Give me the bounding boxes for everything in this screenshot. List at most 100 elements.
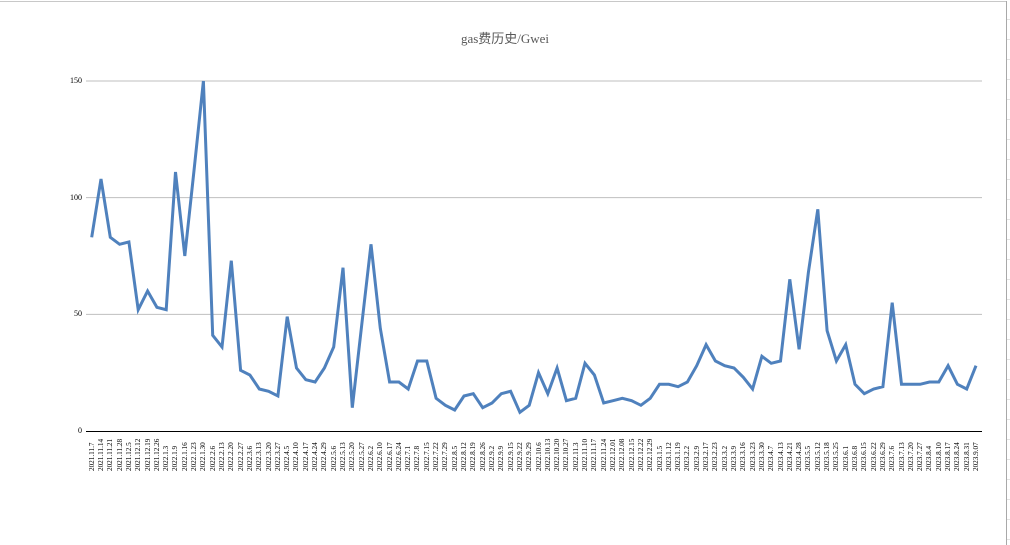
x-tick-label: 2022.11.10: [581, 438, 590, 471]
x-tick-label: 2022.9.22: [515, 442, 524, 471]
x-tick-label: 2022.5.6: [329, 445, 338, 471]
x-tick-label: 2023.7.6: [888, 445, 897, 471]
x-tick-label: 2022.5.20: [348, 442, 357, 471]
x-tick-label: 2023.6.29: [878, 442, 887, 471]
x-tick-label: 2023.2.2: [683, 445, 692, 471]
x-tick-label: 2022.11.3: [571, 442, 580, 471]
x-tick-label: 2023.7.27: [916, 442, 925, 471]
x-tick-label: 2022.7.29: [441, 442, 450, 471]
x-tick-label: 2022.1.30: [199, 442, 208, 471]
x-tick-label: 2023.5.18: [823, 442, 832, 471]
x-tick-label: 2022.11.17: [590, 438, 599, 471]
x-tick-label: 2023.3.23: [748, 442, 757, 471]
x-tick-label: 2022.1.23: [190, 442, 199, 471]
x-tick-label: 2022.3.27: [273, 442, 282, 471]
x-tick-label: 2023.7.20: [906, 442, 915, 471]
x-tick-label: 2022.9.29: [525, 442, 534, 471]
x-tick-label: 2022.3.13: [255, 442, 264, 471]
x-tick-label: 2022.6.2: [366, 445, 375, 471]
x-tick-label: 2023.8.24: [953, 442, 962, 471]
x-tick-label: 2022.8.26: [478, 442, 487, 471]
x-tick-label: 2022.3.20: [264, 442, 273, 471]
x-tick-label: 2021.12.12: [134, 438, 143, 471]
x-tick-label: 2022.12.15: [627, 438, 636, 471]
x-tick-label: 2023.8.17: [944, 442, 953, 471]
x-tick-label: 2022.6.10: [376, 442, 385, 471]
x-tick-label: 2022.10.13: [543, 438, 552, 471]
window-top-border: [0, 1, 1007, 2]
x-tick-label: 2023.6.22: [869, 442, 878, 471]
x-tick-label: 2022.3.6: [245, 445, 254, 471]
x-tick-label: 2022.1.9: [171, 445, 180, 471]
x-tick-label: 2022.2.20: [227, 442, 236, 471]
x-tick-label: 2022.11.24: [599, 438, 608, 471]
x-tick-label: 2022.1.16: [180, 442, 189, 471]
chart-title: gas费历史/Gwei: [460, 31, 550, 46]
x-tick-label: 2023.3.9: [729, 445, 738, 471]
x-tick-label: 2023.2.17: [702, 442, 711, 471]
x-tick-label: 2023.5.5: [804, 445, 813, 471]
x-tick-label: 2023.1.12: [664, 442, 673, 471]
x-tick-label: 2022.7.15: [422, 442, 431, 471]
chart-right-border: [1006, 1, 1007, 545]
x-tick-label: 2022.4.17: [301, 442, 310, 471]
x-tick-label: 2023.9.07: [972, 442, 980, 471]
x-tick-label: 2022.4.29: [320, 442, 329, 471]
x-tick-label: 2023.6.15: [860, 442, 869, 471]
x-tick-label: 2023.3.16: [739, 442, 748, 471]
x-tick-label: 2021.12.5: [124, 442, 133, 471]
x-tick-label: 2022.2.13: [218, 442, 227, 471]
x-tick-label: 2022.1.3: [162, 445, 171, 471]
x-tick-label: 2022.10.27: [562, 438, 571, 471]
x-tick-label: 2021.11.7: [87, 442, 96, 471]
x-tick-label: 2022.7.8: [413, 445, 422, 471]
x-tick-label: 2023.2.23: [711, 442, 720, 471]
x-tick-label: 2022.2.27: [236, 442, 245, 471]
x-tick-label: 2021.12.19: [143, 438, 152, 471]
x-tick-label: 2022.6.24: [394, 442, 403, 471]
x-tick-label: 2022.9.9: [497, 445, 506, 471]
x-tick-label: 2022.12.08: [618, 438, 627, 471]
y-tick-label: 50: [74, 309, 82, 319]
x-tick-label: 2021.11.21: [106, 438, 115, 471]
x-tick-label: 2023.8.31: [962, 442, 971, 471]
x-tick-label: 2022.8.5: [450, 445, 459, 471]
x-tick-label: 2022.9.2: [487, 445, 496, 471]
x-tick-label: 2022.4.5: [283, 445, 292, 471]
x-tick-label: 2021.11.28: [115, 438, 124, 471]
x-tick-label: 2023.1.19: [674, 442, 683, 471]
y-tick-label: 0: [78, 426, 82, 435]
x-tick-label: 2023.8.10: [934, 442, 943, 471]
x-tick-label: 2022.8.12: [460, 442, 469, 471]
x-tick-label: 2023.5.25: [832, 442, 841, 471]
x-tick-label: 2022.12.22: [636, 438, 645, 471]
x-tick-label: 2022.7.1: [404, 445, 413, 471]
spreadsheet-cells-edge: [1007, 0, 1010, 545]
x-tick-label: 2022.8.19: [469, 442, 478, 471]
x-tick-label: 2022.12.29: [646, 438, 655, 471]
x-tick-label: 2023.2.9: [692, 445, 701, 471]
x-tick-label: 2023.4.13: [776, 442, 785, 471]
x-tick-label: 2022.4.10: [292, 442, 301, 471]
x-tick-label: 2021.11.14: [97, 438, 105, 471]
x-tick-label: 2022.10.20: [553, 438, 562, 471]
x-tick-label: 2023.6.8: [850, 445, 859, 471]
x-tick-label: 2022.2.6: [208, 445, 217, 471]
x-tick-label: 2022.6.17: [385, 442, 394, 471]
x-tick-label: 2022.7.22: [432, 442, 441, 471]
x-tick-label: 2021.12.26: [152, 438, 161, 471]
x-tick-label: 2023.8.4: [925, 445, 934, 471]
series-line: [90, 80, 978, 415]
x-tick-label: 2022.9.15: [506, 442, 515, 471]
x-tick-label: 2022.5.27: [357, 442, 366, 471]
x-tick-label: 2023.5.12: [813, 442, 822, 471]
x-tick-label: 2023.4.28: [795, 442, 804, 471]
y-tick-label: 150: [70, 76, 82, 85]
x-tick-label: 2023.4.7: [767, 445, 776, 471]
y-tick-label: 100: [70, 192, 82, 202]
x-tick-label: 2022.4.24: [311, 442, 320, 471]
x-tick-label: 2023.7.13: [897, 442, 906, 471]
x-tick-label: 2023.3.2: [720, 445, 729, 471]
x-tick-label: 2023.1.5: [655, 445, 664, 471]
